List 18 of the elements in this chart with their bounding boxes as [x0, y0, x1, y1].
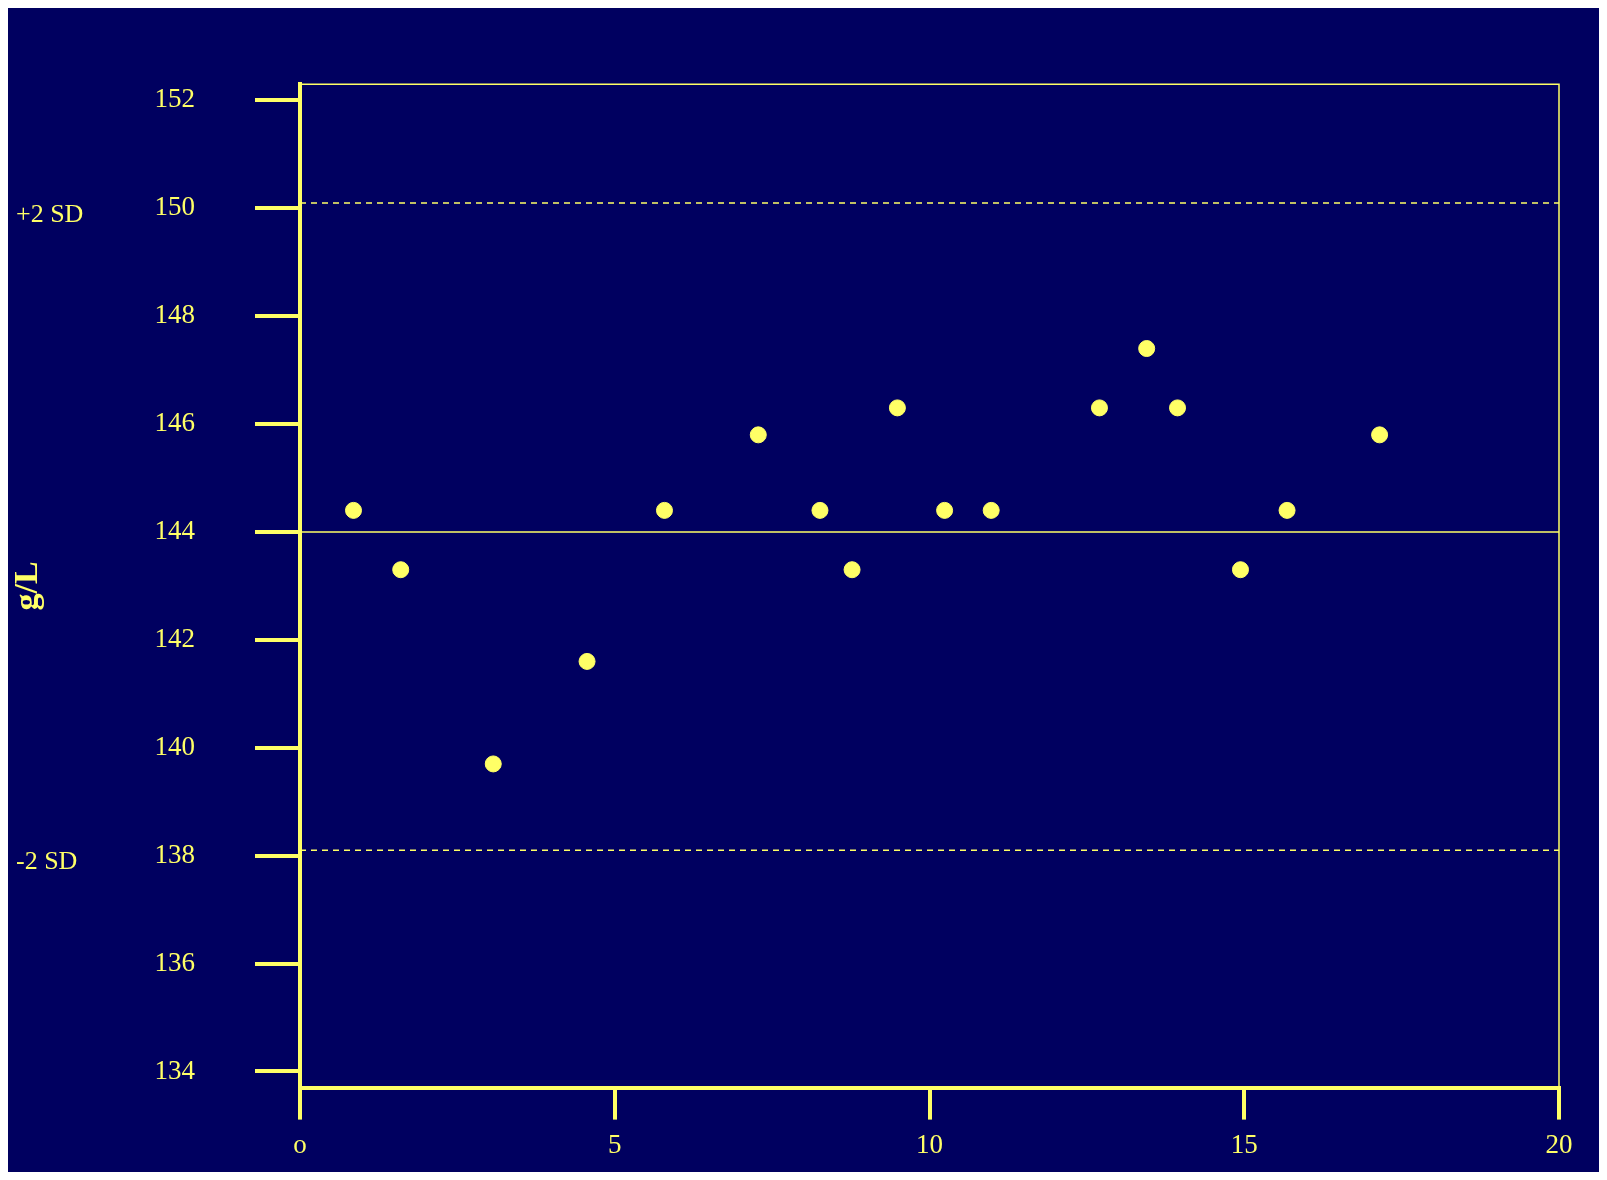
- y-tick-label: 140: [154, 730, 195, 761]
- y-tick-label: 150: [154, 191, 195, 222]
- y-tick-label: 152: [154, 83, 195, 114]
- x-tick-label: 15: [1230, 1128, 1258, 1159]
- y-tick-label: 138: [154, 838, 195, 869]
- ref-line-label: +2 SD: [16, 198, 84, 228]
- x-tick-label: 10: [916, 1128, 943, 1159]
- y-tick-label: 136: [154, 946, 195, 977]
- x-tick-label: 5: [608, 1128, 622, 1159]
- y-tick-label: 142: [154, 622, 195, 653]
- ref-line-label: -2 SD: [16, 846, 78, 876]
- y-tick-label: 144: [154, 515, 196, 546]
- y-tick-label: 146: [154, 407, 195, 438]
- x-tick-label: o: [293, 1128, 307, 1159]
- y-axis-title: g/L: [7, 561, 45, 611]
- x-tick-label: 20: [1545, 1128, 1573, 1159]
- y-tick-label: 134: [154, 1054, 196, 1085]
- y-tick-label: 148: [154, 299, 195, 330]
